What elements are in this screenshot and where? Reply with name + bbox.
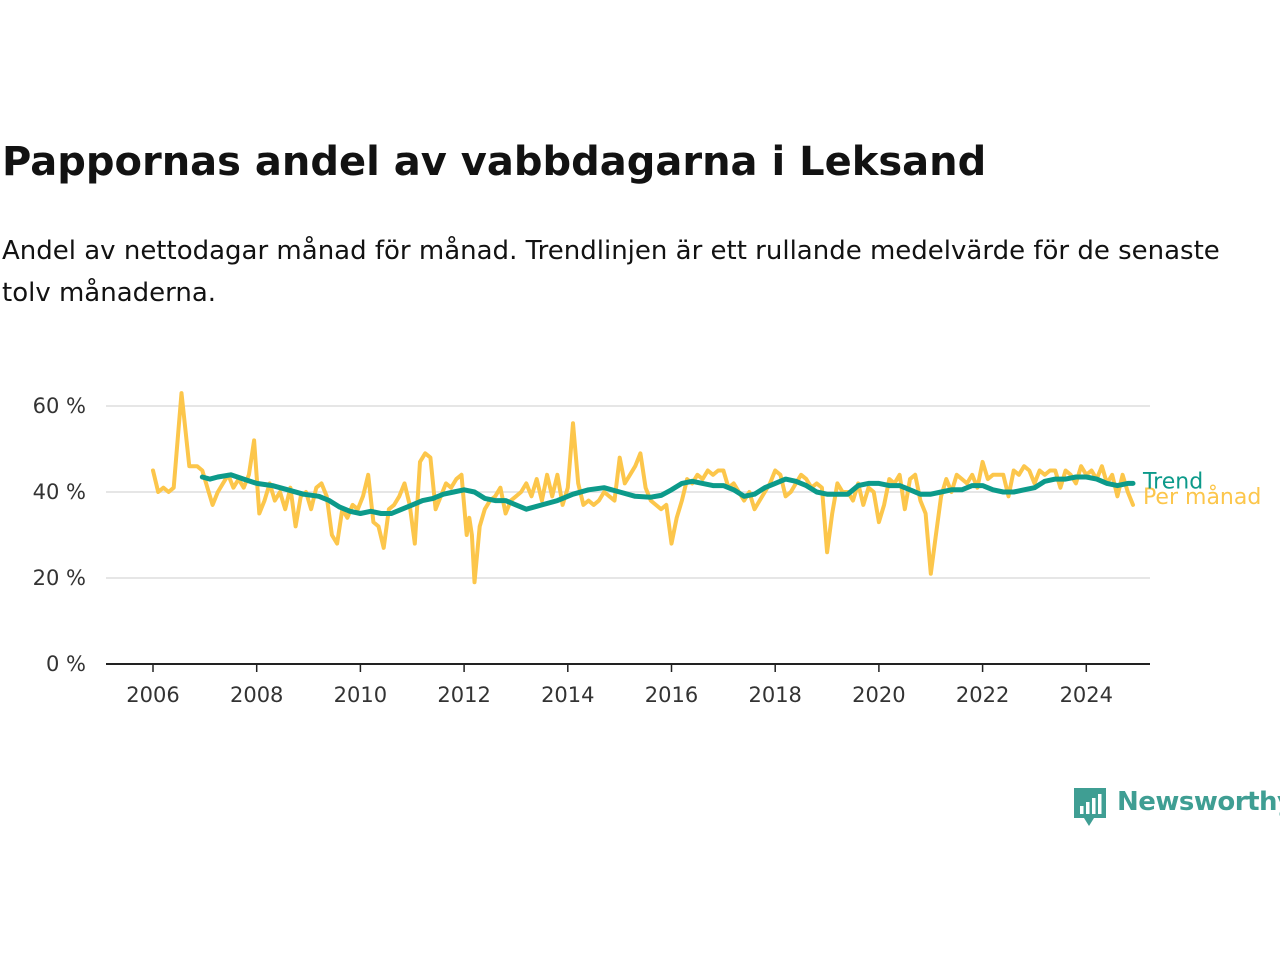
x-tick-label: 2006 — [126, 683, 179, 707]
chart-subtitle: Andel av nettodagar månad för månad. Tre… — [2, 236, 1220, 308]
y-axis-tick-labels: 0 % 20 % 40 % 60 % — [33, 394, 86, 676]
newsworthy-logo: Newsworthy — [1072, 784, 1280, 830]
x-tick-label: 2012 — [437, 683, 490, 707]
x-tick-label: 2024 — [1060, 683, 1113, 707]
line-chart: 0 % 20 % 40 % 60 % 2006 2008 2010 2012 2014 2016… — [33, 391, 1261, 707]
y-tick-label: 60 % — [33, 394, 86, 418]
trend-line — [199, 472, 1136, 516]
x-tick-label: 2014 — [541, 683, 594, 707]
x-tick-label: 2018 — [748, 683, 801, 707]
x-tick-label: 2010 — [334, 683, 387, 707]
series-lines — [151, 391, 1136, 585]
y-tick-label: 40 % — [33, 480, 86, 504]
x-axis: 2006 2008 2010 2012 2014 2016 2018 2020 2022 2024 — [106, 663, 1150, 707]
trend-label: Trend — [1142, 469, 1203, 494]
x-tick-label: 2008 — [230, 683, 283, 707]
chart-bubble-icon — [1074, 788, 1106, 826]
x-tick-label: 2020 — [852, 683, 905, 707]
y-tick-label: 0 % — [46, 652, 86, 676]
monthly-label: Per månad — [1143, 484, 1261, 510]
y-tick-label: 20 % — [33, 566, 86, 590]
monthly-line — [151, 391, 1135, 585]
chart-title: Pappornas andel av vabbdagarna i Leksand — [2, 139, 987, 185]
x-tick-label: 2016 — [645, 683, 698, 707]
brand-name: Newsworthy — [1117, 787, 1280, 817]
x-tick-label: 2022 — [956, 683, 1009, 707]
